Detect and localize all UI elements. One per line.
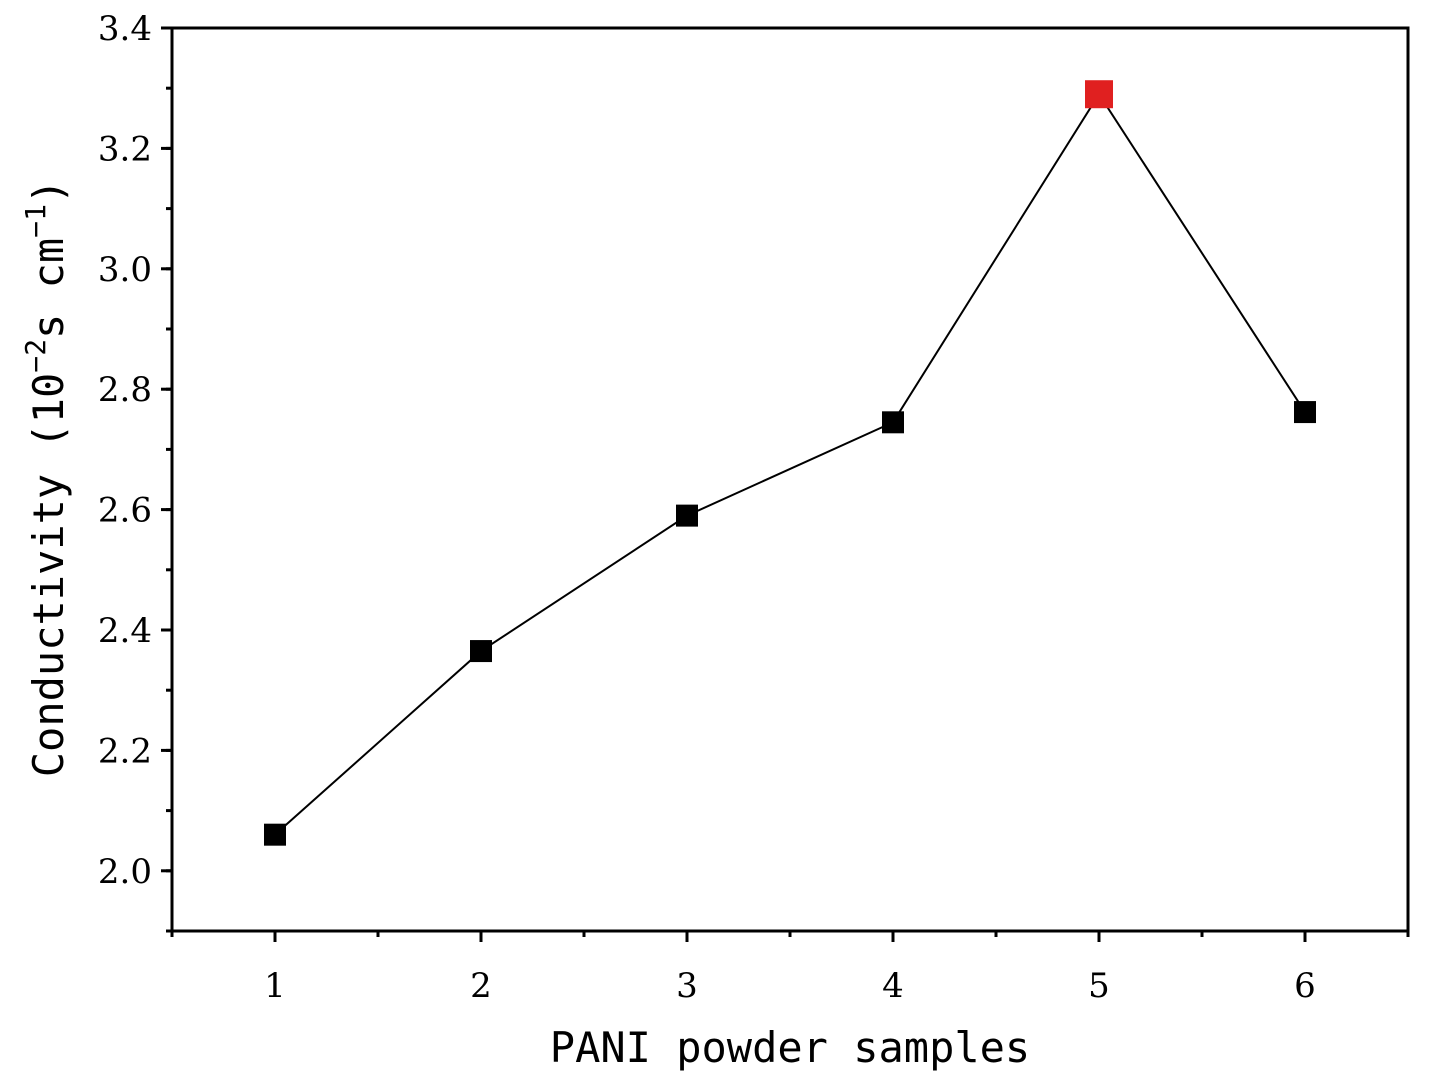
data-point-highlight bbox=[1085, 80, 1113, 109]
y-axis-title-suffix: ) bbox=[24, 179, 73, 204]
series-polyline bbox=[274, 92, 1306, 836]
axis-ticks: 1 2 3 4 5 6 2.0 2.2 2.4 2.6 2.8 3.0 3.2 3.4 bbox=[98, 9, 1410, 1006]
y-axis-title-middle: s cm bbox=[24, 238, 73, 339]
data-point bbox=[882, 411, 904, 434]
x-axis-title: PANI powder samples bbox=[550, 1023, 1030, 1072]
x-tick-label: 2 bbox=[470, 966, 492, 1006]
y-axis-title-prefix: Conductivity (10 bbox=[24, 373, 73, 778]
y-tick-label: 3.0 bbox=[98, 250, 152, 290]
y-tick-label: 2.4 bbox=[98, 611, 152, 651]
y-tick-label: 3.2 bbox=[98, 129, 152, 169]
data-point bbox=[470, 640, 492, 663]
series-line bbox=[274, 92, 1306, 836]
x-tick-label: 1 bbox=[264, 966, 286, 1006]
x-tick-label: 3 bbox=[676, 966, 698, 1006]
data-point bbox=[264, 823, 286, 846]
y-tick-label: 2.8 bbox=[98, 370, 152, 410]
y-tick-label: 3.4 bbox=[98, 9, 152, 49]
series-markers bbox=[264, 80, 1316, 846]
plot-frame bbox=[170, 26, 1410, 933]
y-tick-label: 2.6 bbox=[98, 491, 152, 531]
x-tick-label: 6 bbox=[1294, 966, 1316, 1006]
data-point bbox=[1294, 401, 1316, 424]
y-axis-title-exponent-2: −1 bbox=[19, 204, 52, 238]
x-tick-label: 4 bbox=[882, 966, 904, 1006]
x-tick-label: 5 bbox=[1088, 966, 1110, 1006]
data-point bbox=[676, 504, 698, 527]
y-tick-label: 2.0 bbox=[98, 852, 152, 892]
y-tick-label: 2.2 bbox=[98, 731, 152, 771]
y-axis-title-exponent-1: −2 bbox=[19, 339, 52, 373]
y-axis-title: Conductivity (10−2s cm−1) bbox=[19, 179, 73, 777]
